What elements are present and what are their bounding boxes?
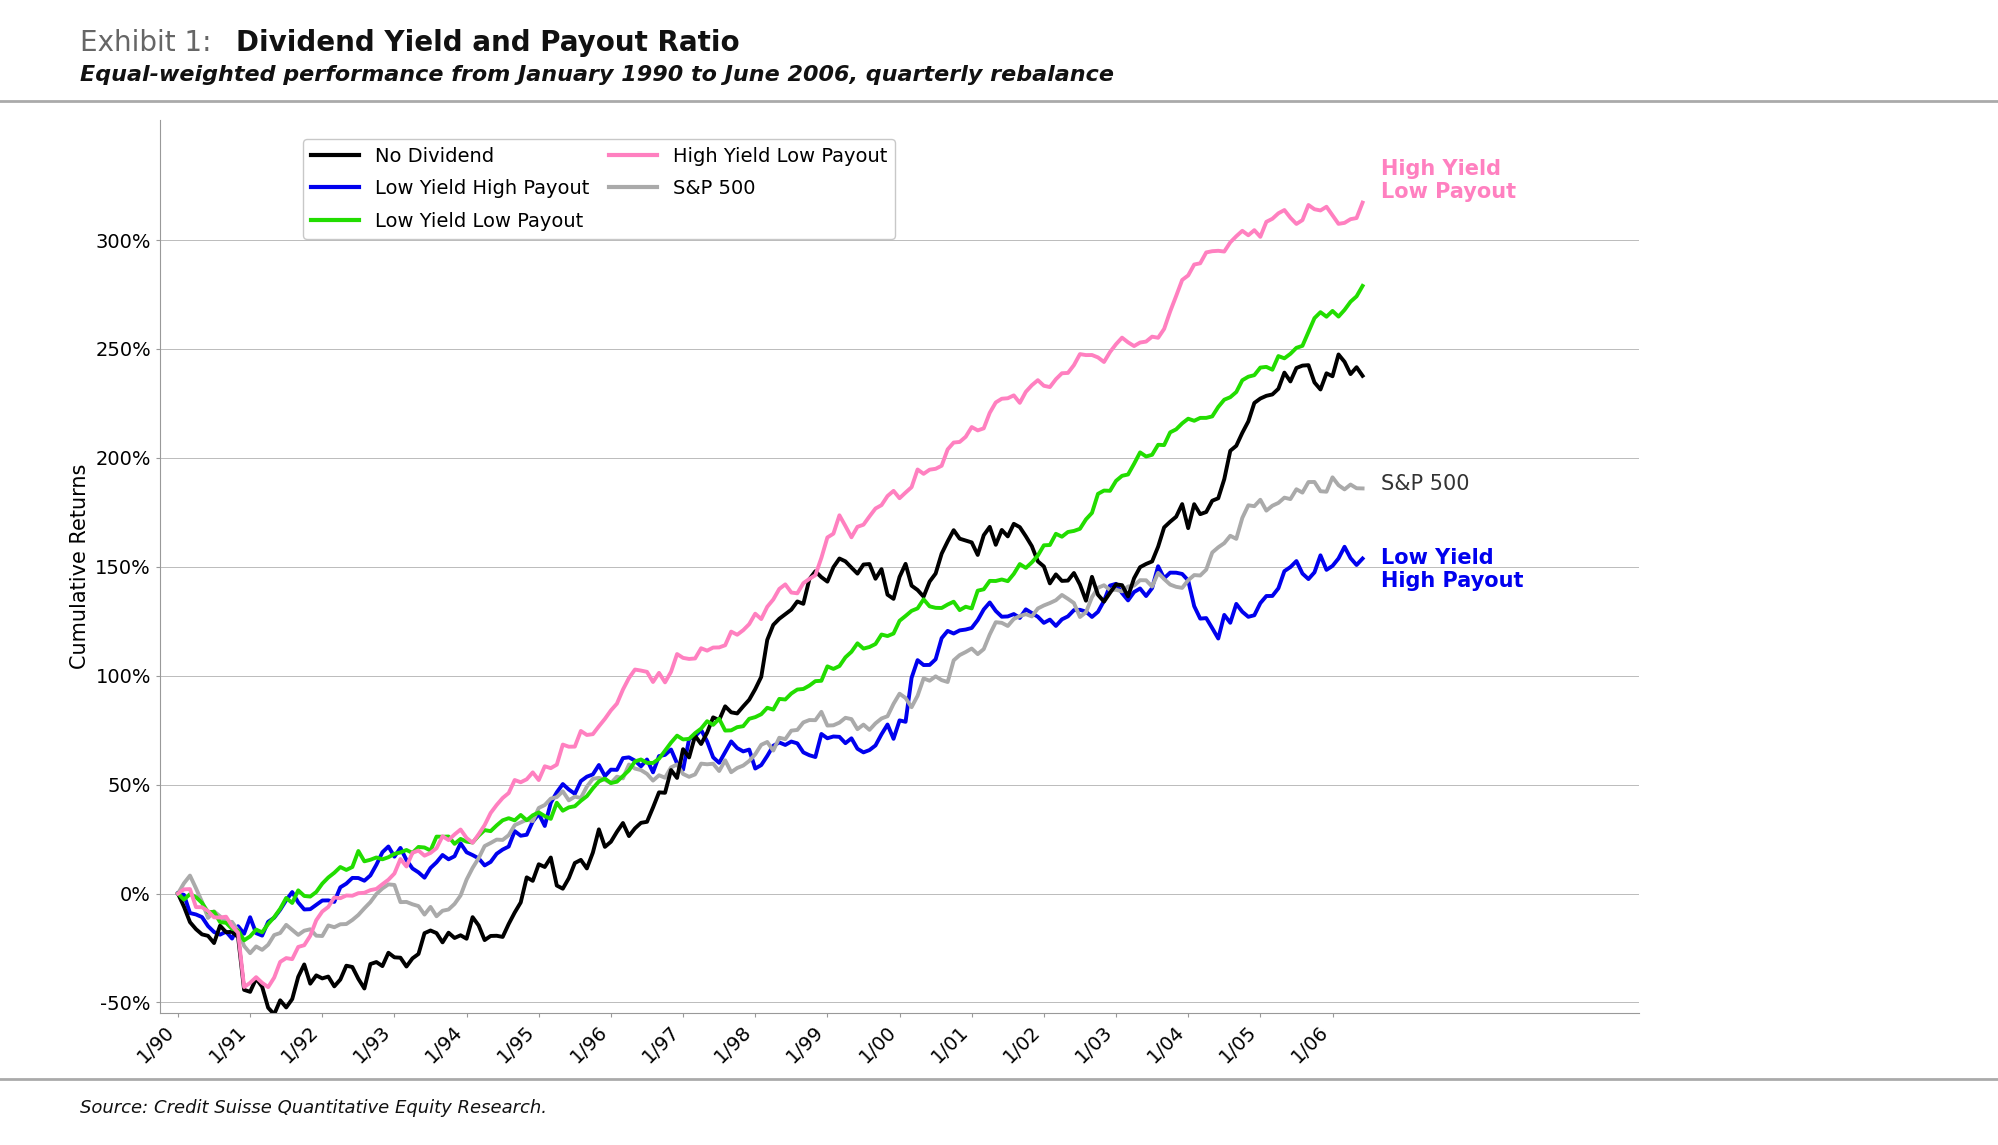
Text: Exhibit 1:: Exhibit 1: bbox=[80, 29, 220, 56]
Low Yield High Payout bbox=[917, 658, 941, 672]
Text: Dividend Yield and Payout Ratio: Dividend Yield and Payout Ratio bbox=[236, 29, 739, 56]
High Yield Low Payout bbox=[256, 980, 280, 994]
Low Yield High Payout bbox=[1351, 552, 1375, 566]
High Yield Low Payout bbox=[166, 886, 190, 900]
No Dividend bbox=[917, 575, 941, 589]
S&P 500 bbox=[1205, 540, 1229, 554]
Legend: No Dividend, Low Yield High Payout, Low Yield Low Payout, High Yield Low Payout,: No Dividend, Low Yield High Payout, Low … bbox=[302, 139, 895, 238]
Low Yield Low Payout bbox=[166, 886, 190, 900]
S&P 500 bbox=[1351, 482, 1375, 496]
S&P 500 bbox=[1055, 592, 1079, 606]
Text: Equal-weighted performance from January 1990 to June 2006, quarterly rebalance: Equal-weighted performance from January … bbox=[80, 65, 1113, 85]
Text: Low Yield
High Payout: Low Yield High Payout bbox=[1381, 547, 1522, 591]
Line: Low Yield High Payout: Low Yield High Payout bbox=[178, 547, 1363, 939]
No Dividend bbox=[1273, 365, 1297, 379]
High Yield Low Payout bbox=[1055, 366, 1079, 380]
Low Yield High Payout bbox=[256, 915, 280, 929]
No Dividend bbox=[262, 1008, 286, 1021]
Low Yield Low Payout bbox=[917, 600, 941, 614]
Low Yield Low Payout bbox=[256, 917, 280, 931]
High Yield Low Payout bbox=[1273, 203, 1297, 216]
Low Yield High Payout bbox=[1205, 632, 1229, 646]
Low Yield Low Payout bbox=[1205, 400, 1229, 413]
No Dividend bbox=[166, 886, 190, 900]
S&P 500 bbox=[256, 938, 280, 951]
Low Yield High Payout bbox=[1333, 540, 1357, 554]
No Dividend bbox=[1205, 491, 1229, 505]
Low Yield Low Payout bbox=[1351, 279, 1375, 293]
Line: High Yield Low Payout: High Yield Low Payout bbox=[178, 203, 1363, 987]
S&P 500 bbox=[917, 674, 941, 688]
High Yield Low Payout bbox=[250, 976, 274, 989]
S&P 500 bbox=[1273, 491, 1297, 505]
Low Yield High Payout bbox=[1055, 609, 1079, 623]
No Dividend bbox=[328, 973, 352, 987]
Text: S&P 500: S&P 500 bbox=[1381, 474, 1469, 495]
Low Yield High Payout bbox=[328, 881, 352, 894]
Text: Source: Credit Suisse Quantitative Equity Research.: Source: Credit Suisse Quantitative Equit… bbox=[80, 1099, 547, 1118]
Low Yield High Payout bbox=[166, 886, 190, 900]
S&P 500 bbox=[238, 946, 262, 960]
Low Yield Low Payout bbox=[1273, 352, 1297, 365]
S&P 500 bbox=[166, 886, 190, 900]
Y-axis label: Cumulative Returns: Cumulative Returns bbox=[70, 464, 90, 670]
S&P 500 bbox=[1321, 471, 1345, 484]
Low Yield Low Payout bbox=[328, 860, 352, 874]
High Yield Low Payout bbox=[328, 891, 352, 905]
Line: Low Yield Low Payout: Low Yield Low Payout bbox=[178, 286, 1363, 940]
No Dividend bbox=[250, 980, 274, 994]
High Yield Low Payout bbox=[1351, 196, 1375, 210]
High Yield Low Payout bbox=[1205, 244, 1229, 258]
Low Yield Low Payout bbox=[232, 933, 256, 947]
Low Yield Low Payout bbox=[1055, 526, 1079, 539]
No Dividend bbox=[1055, 574, 1079, 587]
Line: No Dividend: No Dividend bbox=[178, 355, 1363, 1014]
Text: High Yield
Low Payout: High Yield Low Payout bbox=[1381, 159, 1514, 203]
Low Yield High Payout bbox=[1273, 564, 1297, 578]
Line: S&P 500: S&P 500 bbox=[178, 477, 1363, 953]
S&P 500 bbox=[328, 917, 352, 931]
No Dividend bbox=[1351, 369, 1375, 382]
Low Yield High Payout bbox=[220, 932, 244, 946]
High Yield Low Payout bbox=[917, 463, 941, 476]
No Dividend bbox=[1327, 348, 1351, 362]
